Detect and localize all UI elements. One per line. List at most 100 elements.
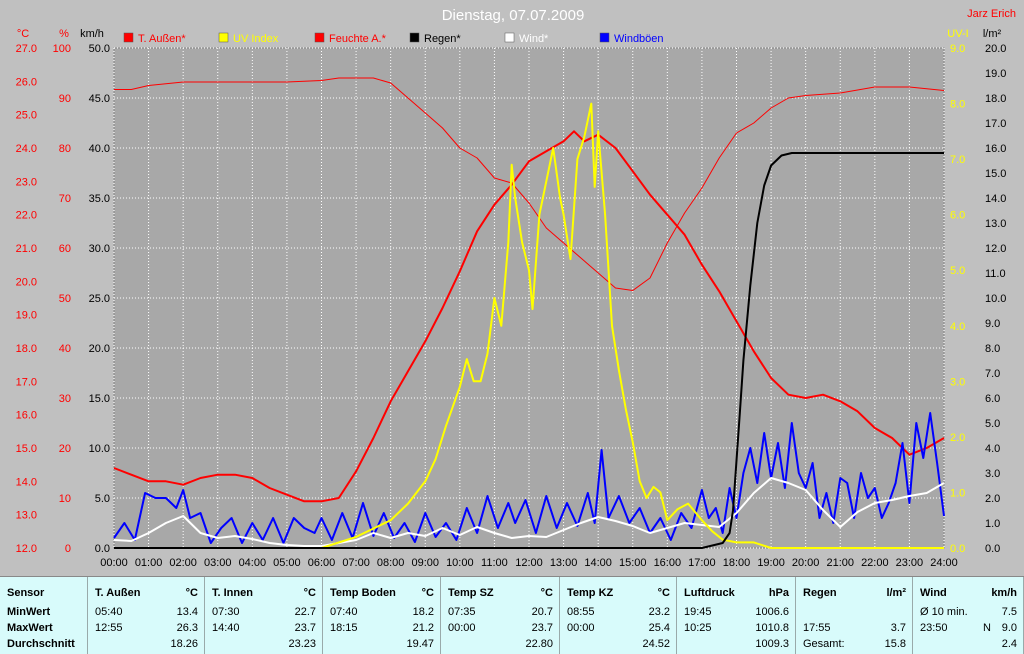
- y-tick-label-rain: 1.0: [985, 518, 1000, 530]
- stats-unit: l/m²: [886, 587, 906, 599]
- stats-unit: °C: [540, 587, 553, 599]
- stats-cell-mid: N: [983, 622, 991, 634]
- legend-label: Windböen: [614, 33, 664, 45]
- stats-column: Temp KZ °C 08:55 23.2 00:00 25.4 24.52: [560, 577, 677, 654]
- stats-column: T. Innen °C 07:30 22.7 14:40 23.7 23.23: [205, 577, 323, 654]
- x-tick-label: 16:00: [654, 557, 682, 569]
- y-tick-label-rain: 13.0: [985, 218, 1006, 230]
- stats-cell-value: 1006.6: [755, 606, 789, 618]
- y-tick-label-rain: 9.0: [985, 318, 1000, 330]
- y-tick-label-temp: 23.0: [16, 176, 37, 188]
- y-tick-label-rain: 2.0: [985, 493, 1000, 505]
- y-tick-label-rain: 14.0: [985, 193, 1006, 205]
- x-tick-label: 04:00: [239, 557, 267, 569]
- y-tick-label-uv: 6.0: [950, 210, 965, 222]
- y-tick-label-wind: 30.0: [89, 243, 110, 255]
- stats-header: Temp Boden: [330, 587, 396, 599]
- chart-title: Dienstag, 07.07.2009: [442, 7, 585, 24]
- y-tick-label-rain: 8.0: [985, 343, 1000, 355]
- stats-header: Sensor: [7, 587, 45, 599]
- y-tick-label-wind: 10.0: [89, 443, 110, 455]
- axis-unit-hum: %: [59, 28, 69, 40]
- y-tick-label-temp: 14.0: [16, 476, 37, 488]
- y-tick-label-rain: 16.0: [985, 143, 1006, 155]
- y-tick-label-rain: 15.0: [985, 168, 1006, 180]
- y-tick-label-hum: 10: [59, 493, 71, 505]
- stats-cell-value: 22.80: [525, 638, 553, 650]
- y-tick-label-uv: 9.0: [950, 43, 965, 55]
- stats-unit: °C: [421, 587, 434, 599]
- y-tick-label-temp: 20.0: [16, 276, 37, 288]
- y-tick-label-wind: 5.0: [95, 493, 110, 505]
- stats-cell-value: 20.7: [531, 606, 553, 618]
- legend-swatch: [218, 32, 229, 43]
- x-tick-label: 13:00: [550, 557, 578, 569]
- statistics-table: Sensor MinWert MaxWert Durchschnitt T. Außen…: [0, 576, 1024, 654]
- x-tick-label: 07:00: [342, 557, 370, 569]
- stats-cell-label: Gesamt:: [803, 638, 845, 650]
- y-tick-label-temp: 24.0: [16, 143, 37, 155]
- y-tick-label-temp: 18.0: [16, 343, 37, 355]
- y-tick-label-rain: 6.0: [985, 393, 1000, 405]
- y-tick-label-wind: 0.0: [95, 543, 110, 555]
- stats-cell-value: 2.4: [1001, 638, 1017, 650]
- stats-unit: hPa: [768, 587, 789, 599]
- stats-unit: km/h: [991, 587, 1017, 599]
- stats-header: Temp KZ: [567, 587, 614, 599]
- x-tick-label: 09:00: [411, 557, 439, 569]
- y-tick-label-rain: 5.0: [985, 418, 1000, 430]
- y-tick-label-temp: 21.0: [16, 243, 37, 255]
- stats-cell-label: Durchschnitt: [7, 638, 75, 650]
- stats-cell-value: 26.3: [176, 622, 198, 634]
- legend-swatch: [599, 32, 610, 43]
- legend: T. Außen* UV Index Feuchte A.* Regen* Wind* W…: [123, 32, 664, 45]
- series-line-wind: [113, 477, 945, 547]
- series-line-rain: [114, 152, 944, 549]
- stats-cell-label: 17:55: [803, 622, 831, 634]
- y-tick-label-temp: 16.0: [16, 410, 37, 422]
- legend-label: Regen*: [424, 33, 461, 45]
- x-tick-label: 01:00: [135, 557, 163, 569]
- stats-cell-value: 7.5: [1001, 606, 1017, 618]
- y-tick-label-temp: 26.0: [16, 76, 37, 88]
- x-tick-label: 08:00: [377, 557, 405, 569]
- y-tick-label-uv: 3.0: [950, 376, 965, 388]
- series-line-uv: [114, 102, 944, 549]
- stats-header: T. Außen: [95, 587, 141, 599]
- stats-unit: °C: [303, 587, 316, 599]
- stats-cell-label: 00:00: [567, 622, 595, 634]
- series-line-gust: [113, 412, 945, 544]
- y-tick-label-temp: 13.0: [16, 510, 37, 522]
- stats-cell-label: MaxWert: [7, 622, 53, 634]
- y-tick-label-uv: 8.0: [950, 99, 965, 111]
- stats-cell-value: 15.8: [884, 638, 906, 650]
- stats-cell-value: 9.0: [1001, 622, 1017, 634]
- stats-cell-label: 00:00: [448, 622, 476, 634]
- x-tick-label: 11:00: [481, 557, 508, 569]
- x-tick-label: 23:00: [896, 557, 924, 569]
- stats-cell-label: 12:55: [95, 622, 123, 634]
- y-tick-label-rain: 4.0: [985, 443, 1000, 455]
- x-tick-label: 15:00: [619, 557, 647, 569]
- stats-cell-label: MinWert: [7, 606, 51, 618]
- stats-header: Luftdruck: [684, 587, 735, 599]
- y-tick-label-rain: 12.0: [985, 243, 1006, 255]
- x-tick-label: 05:00: [273, 557, 301, 569]
- stats-header: Regen: [803, 587, 837, 599]
- y-tick-label-rain: 0.0: [985, 543, 1000, 555]
- y-tick-label-temp: 25.0: [16, 110, 37, 122]
- stats-column: Temp SZ °C 07:35 20.7 00:00 23.7 22.80: [441, 577, 560, 654]
- y-tick-label-rain: 3.0: [985, 468, 1000, 480]
- stats-cell-label: 18:15: [330, 622, 358, 634]
- stats-column: Regen l/m² 17:55 3.7 Gesamt: 15.8: [796, 577, 913, 654]
- stats-cell-value: 1009.3: [755, 638, 789, 650]
- stats-column: Sensor MinWert MaxWert Durchschnitt: [0, 577, 88, 654]
- legend-swatch: [504, 32, 515, 43]
- y-tick-label-wind: 50.0: [89, 43, 110, 55]
- y-tick-label-wind: 40.0: [89, 143, 110, 155]
- y-tick-label-hum: 60: [59, 243, 71, 255]
- stats-cell-value: 23.23: [288, 638, 316, 650]
- stats-cell-label: Ø 10 min.: [920, 606, 968, 618]
- legend-swatch: [314, 32, 325, 43]
- series-group: [113, 77, 945, 549]
